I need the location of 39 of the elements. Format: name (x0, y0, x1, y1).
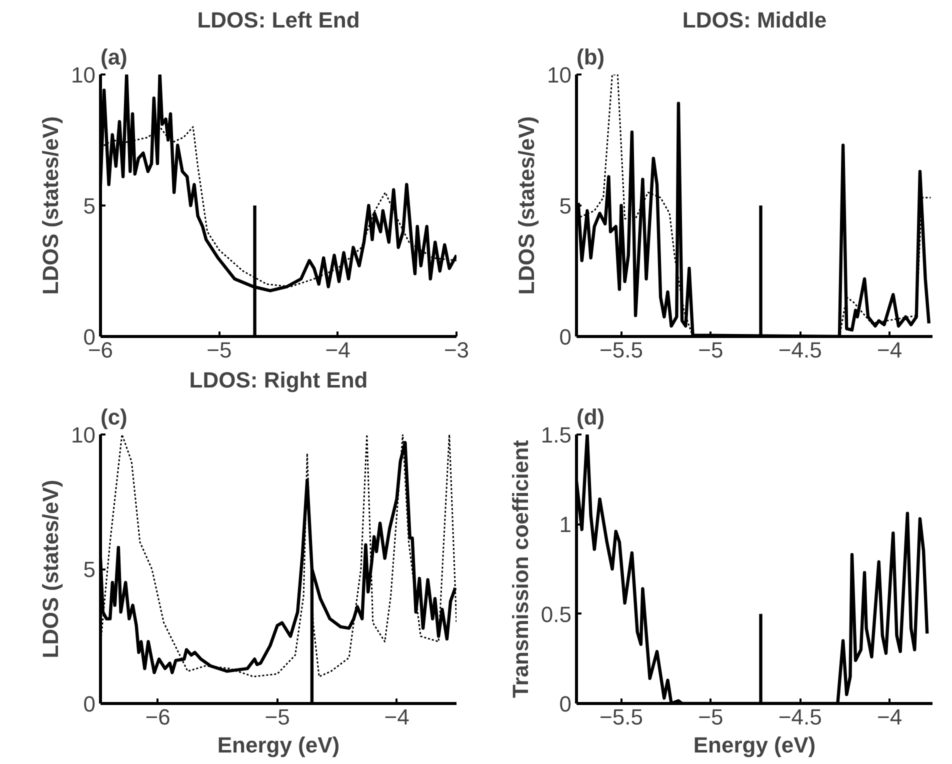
x-tick-label: −4.5 (778, 704, 822, 730)
x-tick-label: −5 (698, 338, 724, 362)
y-tick-label: 10 (71, 422, 96, 448)
x-tick-label: −5.5 (600, 338, 643, 362)
x-tick-label: −4 (325, 338, 350, 362)
y-tick-label: 0 (559, 324, 572, 350)
x-tick-label: −5 (264, 704, 290, 730)
x-tick-label: −5.5 (600, 704, 643, 730)
text: (d) (576, 404, 605, 430)
x-tick-label: −4 (877, 704, 902, 730)
chart-title: LDOS: Right End (189, 368, 368, 392)
chart-title: LDOS: Left End (197, 8, 360, 32)
y-tick-label: 1 (559, 512, 572, 538)
y-axis-title: Transmission coefficient (508, 439, 533, 698)
y-axis-title: LDOS (states/eV) (38, 116, 64, 295)
chart-title: LDOS: Middle (682, 8, 827, 32)
x-tick-label: −4.5 (778, 338, 822, 362)
x-tick-label: −5 (698, 704, 724, 730)
x-tick-label: −6 (145, 704, 170, 730)
y-axis-title: LDOS (states/eV) (514, 116, 540, 295)
y-tick-label: 10 (71, 62, 96, 88)
y-tick-label: 0.5 (540, 602, 572, 627)
x-tick-label: −4 (877, 338, 902, 362)
y-tick-label: 5 (83, 194, 96, 218)
y-tick-label: 0 (83, 692, 96, 716)
x-tick-label: −5 (206, 338, 232, 362)
text: (c) (100, 404, 128, 430)
x-axis-title: Energy (eV) (693, 732, 816, 758)
y-tick-label: 10 (547, 62, 572, 88)
text: (b) (576, 44, 605, 70)
y-tick-label: 1.5 (540, 422, 572, 448)
x-axis-title: Energy (eV) (217, 732, 340, 758)
y-tick-label: 5 (559, 194, 572, 218)
y-tick-label: 5 (83, 557, 96, 582)
x-tick-label: −4 (384, 704, 410, 730)
y-axis-title: LDOS (states/eV) (38, 480, 64, 658)
y-tick-label: 0 (559, 692, 572, 716)
x-tick-label: −3 (444, 338, 470, 362)
text: (a) (100, 44, 128, 70)
